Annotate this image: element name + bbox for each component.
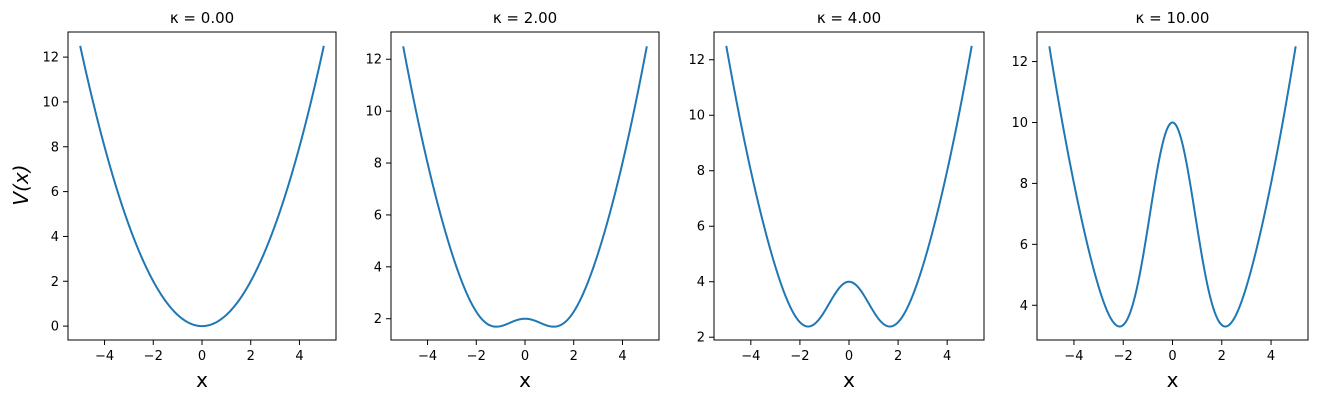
y-tick-label: 8: [697, 164, 705, 179]
x-tick-label: 2: [1218, 349, 1226, 364]
y-tick-label: 8: [51, 140, 59, 155]
y-tick-label: 8: [374, 157, 382, 172]
x-tick-label: −4: [1064, 349, 1083, 364]
x-tick-label: −4: [741, 349, 760, 364]
subplot-3: κ = 4.00 −4 −2 0 2 4 2 4 6 8 10 12 x: [688, 9, 985, 392]
y-tick-label: 12: [365, 53, 382, 68]
subplot-title: κ = 4.00: [817, 9, 881, 27]
x-tick-label: 4: [943, 349, 951, 364]
x-tick-label: 2: [894, 349, 902, 364]
potential-curve: [725, 45, 973, 328]
y-tick-label: 4: [1020, 299, 1028, 314]
axes-frame: [67, 31, 337, 341]
y-tick-label: 6: [697, 220, 705, 235]
x-axis-label: x: [196, 368, 208, 392]
panels: κ = 0.00 −4 −2 0 2 4 0 2 4 6 8 10 12 x κ = 2.00 −4 −2 0 2 4…: [42, 9, 1309, 392]
y-tick-label: 0: [51, 320, 59, 335]
subplot-title: κ = 2.00: [493, 9, 557, 27]
y-tick-label: 2: [374, 312, 382, 327]
x-tick-label: −2: [1114, 349, 1133, 364]
x-axis-label: x: [519, 368, 531, 392]
subplot-title: κ = 10.00: [1136, 9, 1210, 27]
x-tick-label: −4: [95, 349, 114, 364]
y-tick-label: 12: [42, 51, 59, 66]
y-tick-label: 4: [374, 260, 382, 275]
x-tick-label: 0: [1168, 349, 1176, 364]
x-axis-label: x: [1167, 368, 1179, 392]
potential-curve: [1048, 46, 1297, 328]
x-tick-label: −4: [418, 349, 437, 364]
y-tick-label: 10: [365, 105, 382, 120]
x-tick-label: −2: [467, 349, 486, 364]
axes-frame: [390, 31, 660, 341]
x-tick-label: 0: [521, 349, 529, 364]
subplot-1: κ = 0.00 −4 −2 0 2 4 0 2 4 6 8 10 12 x: [42, 9, 337, 392]
y-tick-label: 2: [51, 275, 59, 290]
subplot-2: κ = 2.00 −4 −2 0 2 4 2 4 6 8 10 12 x: [365, 9, 660, 392]
subplot-title: κ = 0.00: [170, 9, 234, 27]
y-tick-label: 6: [51, 185, 59, 200]
x-tick-label: −2: [144, 349, 163, 364]
y-tick-label: 8: [1020, 177, 1028, 192]
axes-frame: [1036, 31, 1309, 341]
y-tick-label: 12: [1011, 55, 1028, 70]
x-tick-label: 2: [247, 349, 255, 364]
x-tick-label: 4: [1267, 349, 1275, 364]
y-tick-label: 10: [688, 109, 705, 124]
y-tick-label: 4: [697, 275, 705, 290]
shared-y-axis-label: V(x): [9, 164, 33, 205]
y-tick-label: 6: [374, 208, 382, 223]
y-tick-label: 10: [1011, 116, 1028, 131]
potential-curve: [79, 45, 325, 328]
y-tick-label: 6: [1020, 238, 1028, 253]
y-tick-label: 4: [51, 230, 59, 245]
x-axis-label: x: [843, 368, 855, 392]
y-tick-label: 10: [42, 95, 59, 110]
x-tick-label: 0: [845, 349, 853, 364]
x-tick-label: 4: [618, 349, 626, 364]
x-tick-label: 2: [570, 349, 578, 364]
y-tick-label: 12: [688, 53, 705, 68]
potential-curve: [402, 46, 648, 328]
y-tick-label: 2: [697, 331, 705, 346]
subplot-4: κ = 10.00 −4 −2 0 2 4 4 6 8 10 12 x: [1011, 9, 1309, 392]
x-tick-label: −2: [790, 349, 809, 364]
x-tick-label: 4: [295, 349, 303, 364]
x-tick-label: 0: [198, 349, 206, 364]
